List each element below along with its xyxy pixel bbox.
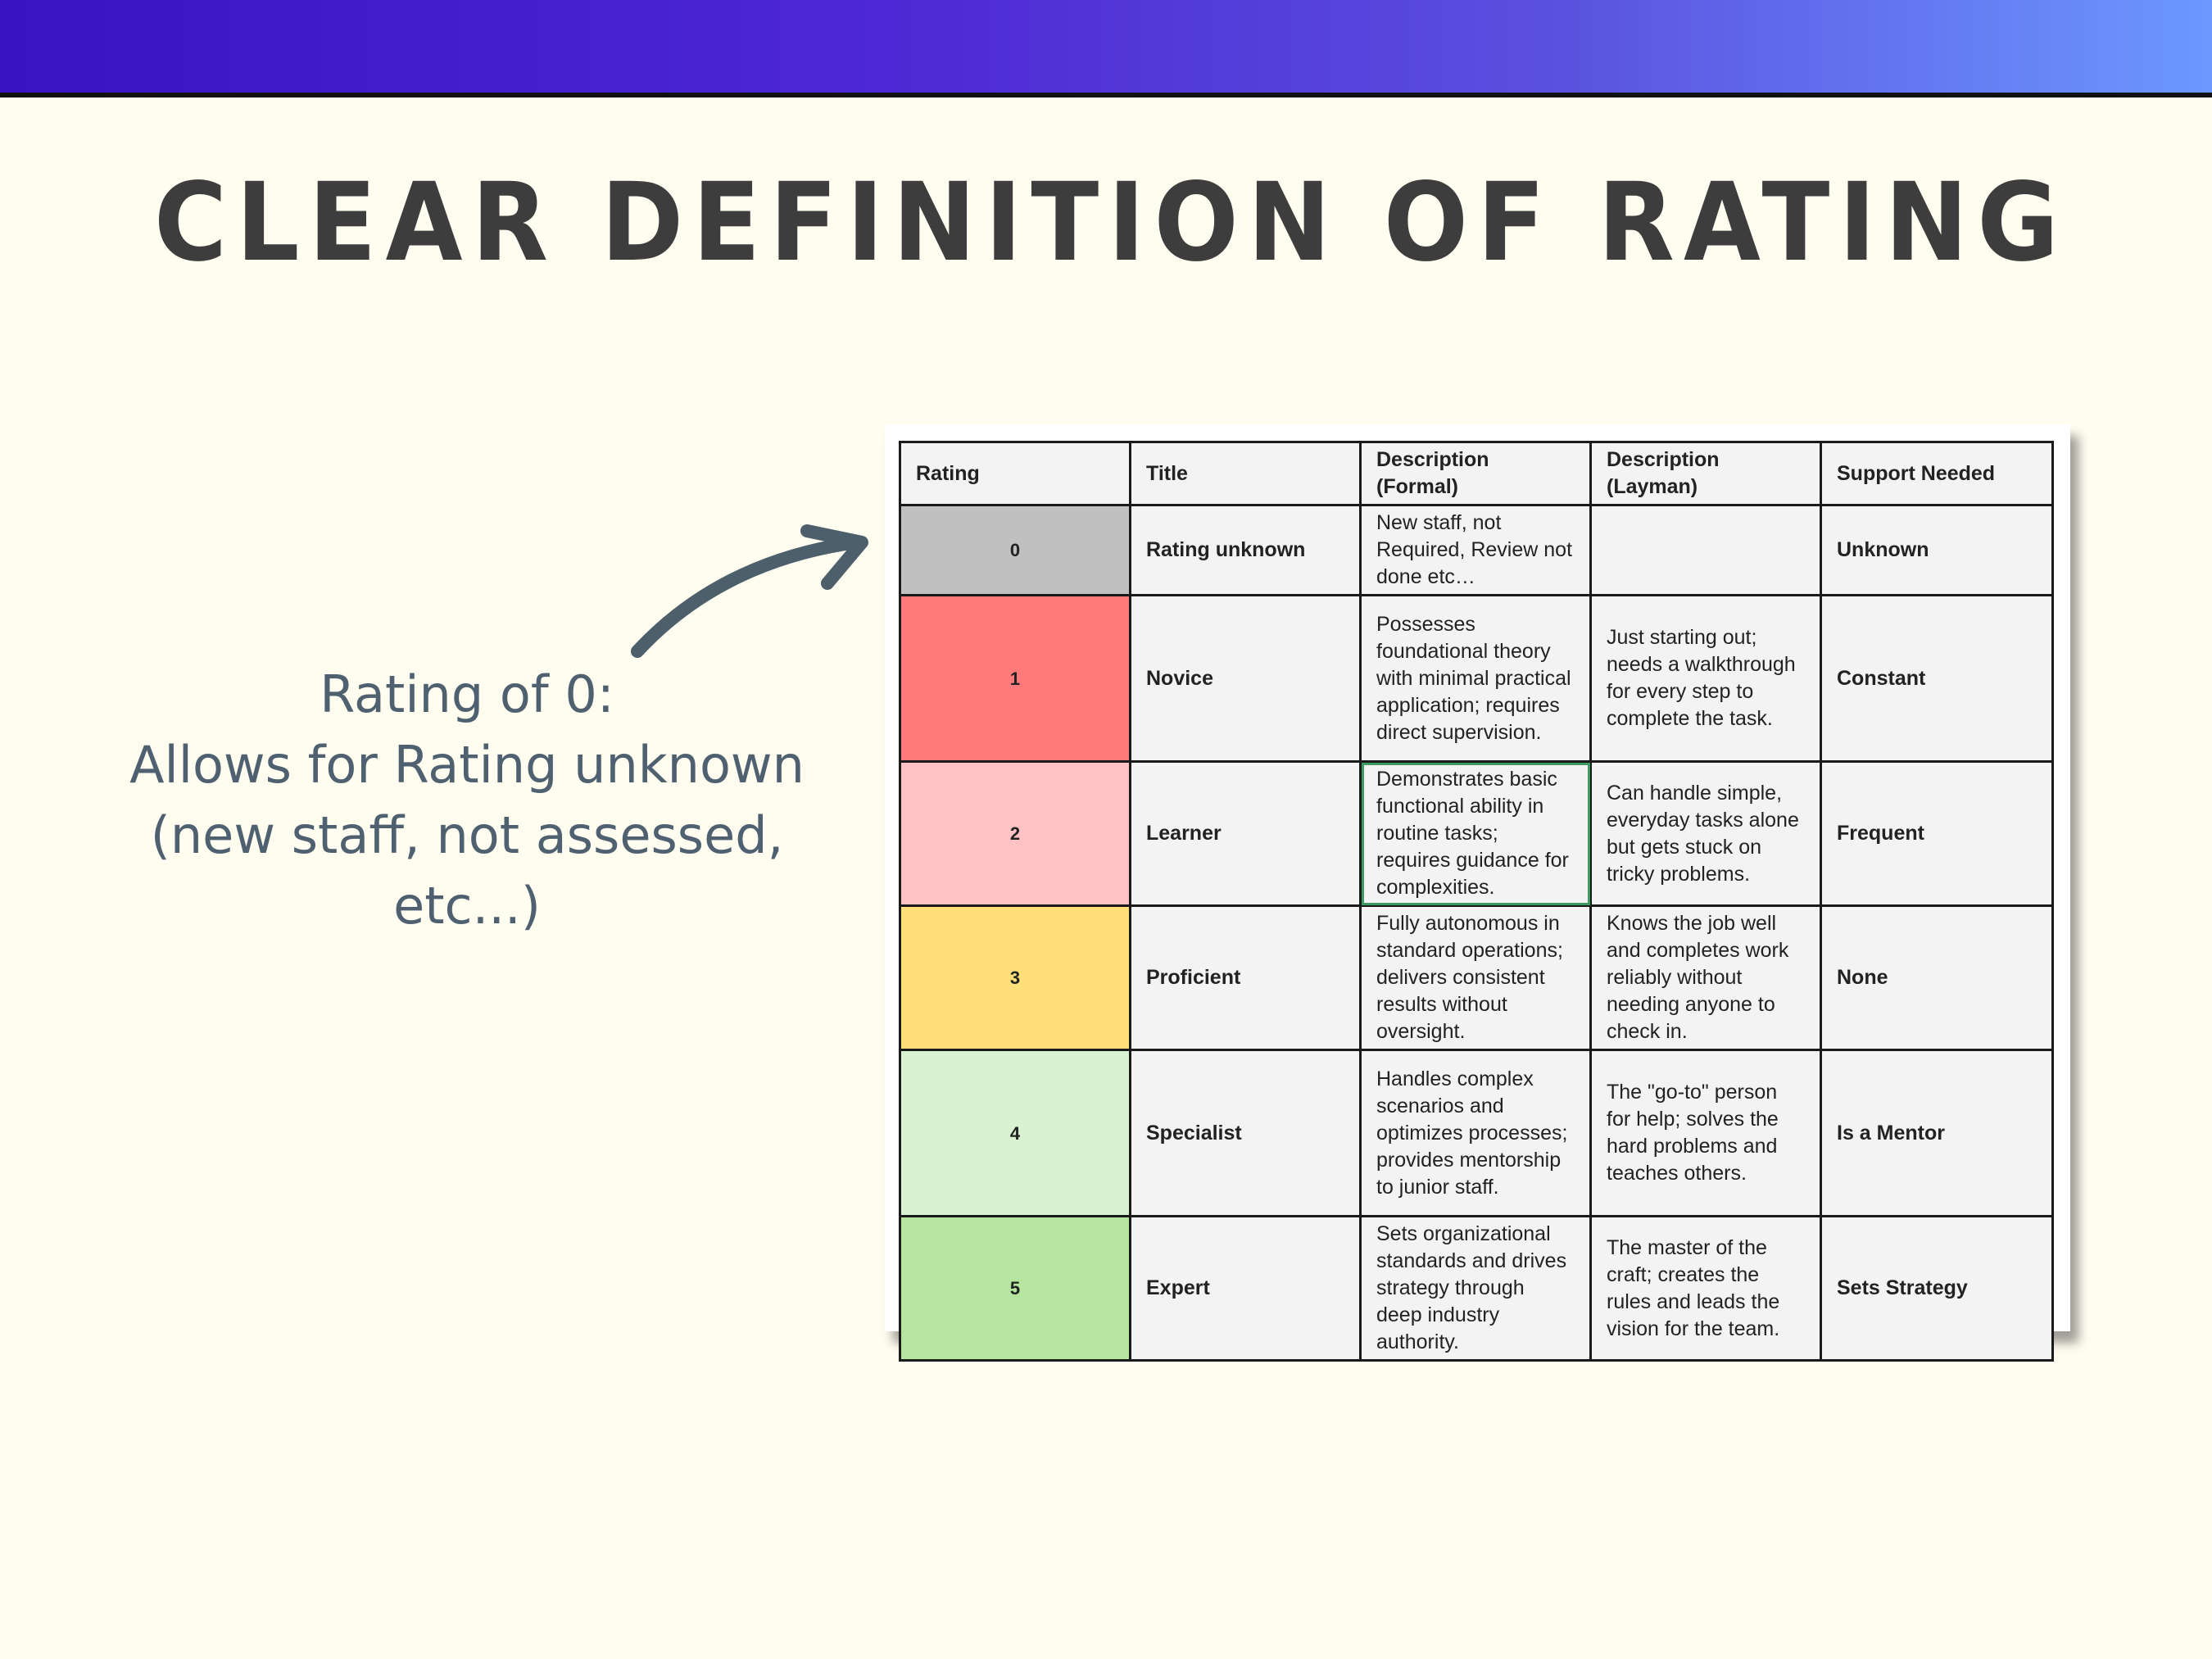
header-rating: Rating — [899, 441, 1131, 506]
table-row: 1 Novice Possesses foundational theory w… — [899, 594, 2054, 763]
rating-cell: 5 — [899, 1215, 1131, 1362]
header-description-layman: Description (Layman) — [1589, 441, 1822, 506]
title-cell: Expert — [1129, 1215, 1362, 1362]
formal-description-cell: Possesses foundational theory with minim… — [1359, 594, 1592, 763]
rating-cell: 4 — [899, 1049, 1131, 1217]
rating-table-screenshot: Rating Title Description (Formal) Descri… — [885, 424, 2070, 1362]
support-cell: Constant — [1820, 594, 2054, 763]
table-row: 3 Proficient Fully autonomous in standar… — [899, 904, 2054, 1051]
title-cell: Proficient — [1129, 904, 1362, 1051]
rating-cell: 2 — [899, 760, 1131, 907]
support-cell: Sets Strategy — [1820, 1215, 2054, 1362]
header-description-formal: Description (Formal) — [1359, 441, 1592, 506]
support-cell: Unknown — [1820, 504, 2054, 596]
header-support-needed: Support Needed — [1820, 441, 2054, 506]
layman-description-cell: Knows the job well and completes work re… — [1589, 904, 1822, 1051]
header-title: Title — [1129, 441, 1362, 506]
formal-description-cell: Sets organizational standards and drives… — [1359, 1215, 1592, 1362]
layman-description-cell: Just starting out; needs a walkthrough f… — [1589, 594, 1822, 763]
annotation-line: (new staff, not assessed, — [150, 805, 784, 865]
annotation-line: Allows for Rating unknown — [129, 735, 805, 795]
title-cell: Novice — [1129, 594, 1362, 763]
layman-description-cell: Can handle simple, everyday tasks alone … — [1589, 760, 1822, 907]
support-cell: Frequent — [1820, 760, 2054, 907]
support-cell: None — [1820, 904, 2054, 1051]
rating-cell: 3 — [899, 904, 1131, 1051]
annotation-text: Rating of 0: Allows for Rating unknown (… — [90, 660, 844, 941]
support-cell: Is a Mentor — [1820, 1049, 2054, 1217]
table-row: 0 Rating unknown New staff, not Required… — [899, 504, 2054, 596]
table-row: 4 Specialist Handles complex scenarios a… — [899, 1049, 2054, 1217]
title-cell: Specialist — [1129, 1049, 1362, 1217]
title-cell: Rating unknown — [1129, 504, 1362, 596]
annotation-line: etc...) — [393, 876, 541, 936]
header-gradient-bar — [0, 0, 2212, 97]
table-row: 2 Learner Demonstrates basic functional … — [899, 760, 2054, 907]
layman-description-cell — [1589, 504, 1822, 596]
layman-description-cell: The master of the craft; creates the rul… — [1589, 1215, 1822, 1362]
table-row: 5 Expert Sets organizational standards a… — [899, 1215, 2054, 1362]
formal-description-cell: Fully autonomous in standard operations;… — [1359, 904, 1592, 1051]
curved-arrow-icon — [631, 524, 868, 658]
rating-cell: 1 — [899, 594, 1131, 763]
table-header-row: Rating Title Description (Formal) Descri… — [899, 441, 2054, 506]
formal-description-cell: Demonstrates basic functional ability in… — [1359, 760, 1592, 907]
formal-description-cell: New staff, not Required, Review not done… — [1359, 504, 1592, 596]
title-cell: Learner — [1129, 760, 1362, 907]
rating-cell: 0 — [899, 504, 1131, 596]
rating-table: Rating Title Description (Formal) Descri… — [899, 441, 2054, 1362]
slide-title: CLEAR DEFINITION OF RATING — [153, 160, 2069, 286]
formal-description-cell: Handles complex scenarios and optimizes … — [1359, 1049, 1592, 1217]
layman-description-cell: The "go-to" person for help; solves the … — [1589, 1049, 1822, 1217]
annotation-line: Rating of 0: — [320, 664, 614, 724]
